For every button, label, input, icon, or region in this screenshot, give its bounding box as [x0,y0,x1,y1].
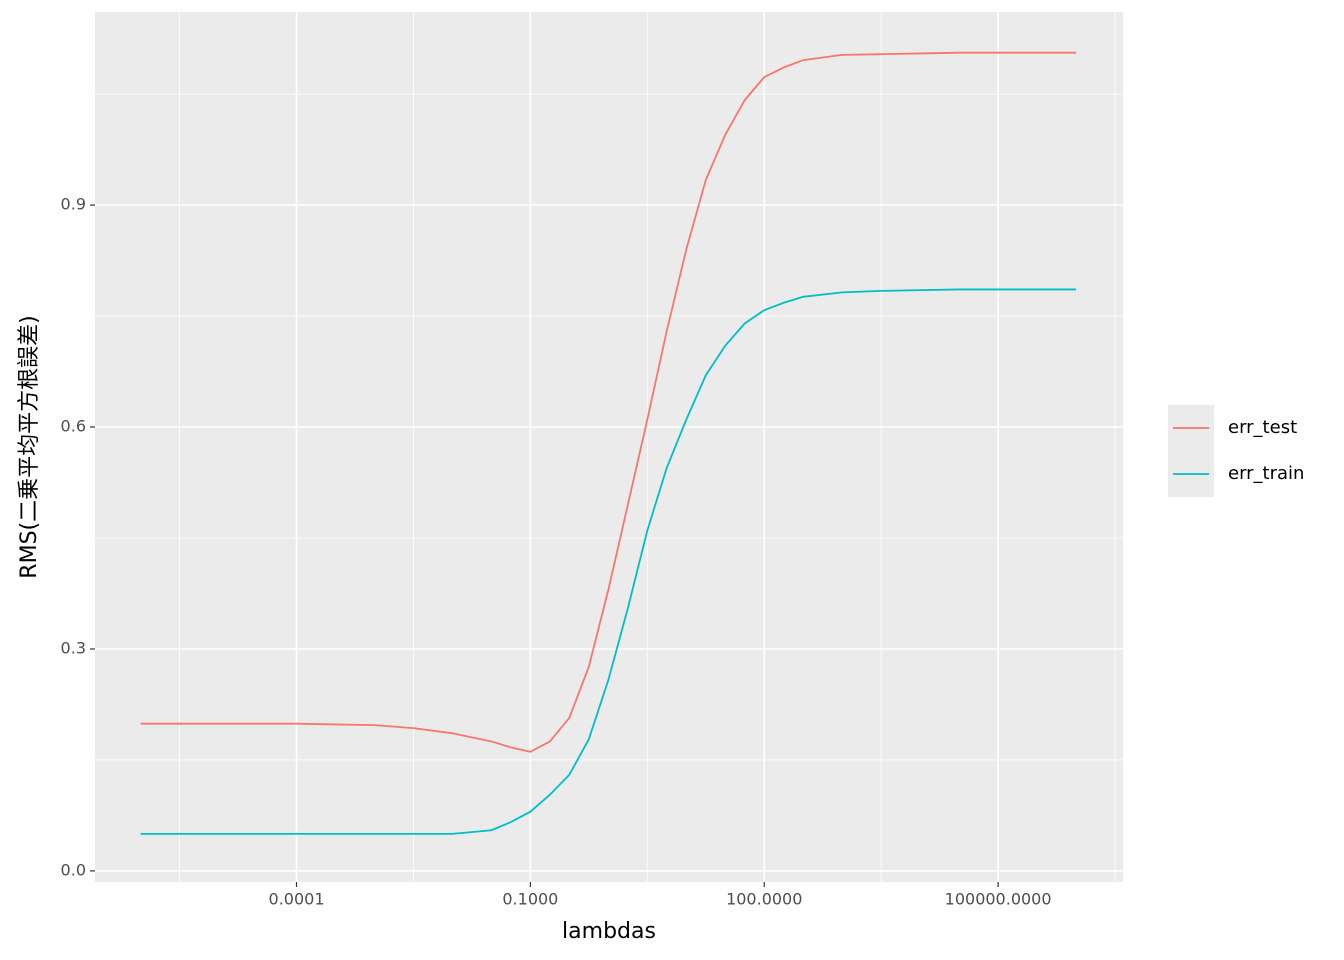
legend: err_test err_train [1168,405,1304,497]
line-series [140,288,1077,835]
x-tick-label: 100000.0000 [945,890,1052,909]
panel-background [95,12,1123,882]
x-tick-label: 0.1000 [502,890,558,909]
y-tick-label: 0.9 [61,195,86,214]
legend-key-background [1168,405,1214,497]
y-tick-label: 0.0 [61,860,86,879]
x-axis-title: lambdas [562,919,656,944]
legend-label: err_train [1228,463,1304,484]
legend-label: err_test [1228,417,1297,438]
x-tick-label: 100.0000 [726,890,802,909]
line-series [140,51,1077,753]
y-axis-title: RMS(二乗平均平方根誤差) [17,315,42,578]
y-tick-label: 0.3 [61,638,86,657]
x-tick-label: 0.0001 [269,890,325,909]
y-tick-label: 0.6 [61,417,86,436]
